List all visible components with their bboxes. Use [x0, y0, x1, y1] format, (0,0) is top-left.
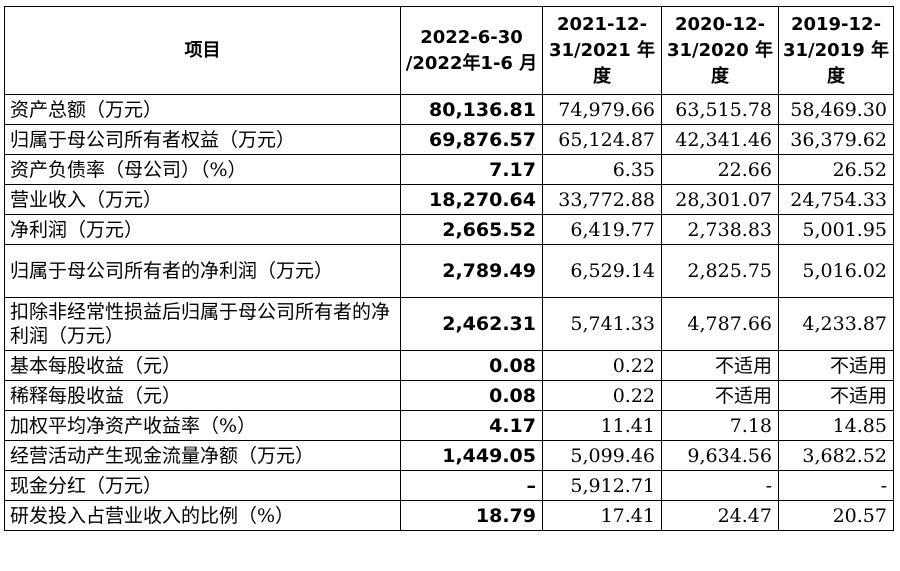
cell-2022h1: – [400, 470, 543, 501]
table-row: 研发投入占营业收入的比例（%） 18.79 17.41 24.47 20.57 [4, 500, 894, 531]
row-label: 资产负债率（母公司）（%） [4, 154, 401, 185]
cell-2020: 9,634.56 [661, 440, 779, 471]
cell-2021: 5,741.33 [542, 297, 662, 351]
cell-2021: 0.22 [542, 380, 662, 411]
row-label: 资产总额（万元） [4, 94, 401, 125]
cell-2020: - [661, 470, 779, 501]
header-item: 项目 [4, 6, 401, 95]
cell-2022h1: 0.08 [400, 380, 543, 411]
cell-2020: 63,515.78 [661, 94, 779, 125]
row-label: 经营活动产生现金流量净额（万元） [4, 440, 401, 471]
row-label: 稀释每股收益（元） [4, 380, 401, 411]
cell-2020: 28,301.07 [661, 184, 779, 215]
cell-2022h1: 7.17 [400, 154, 543, 185]
table-row: 稀释每股收益（元） 0.08 0.22 不适用 不适用 [4, 380, 894, 411]
cell-2019: 5,001.95 [778, 214, 894, 245]
cell-2019: 36,379.62 [778, 124, 894, 155]
cell-2020: 4,787.66 [661, 297, 779, 351]
cell-2021: 6,419.77 [542, 214, 662, 245]
table-row: 归属于母公司所有者权益（万元） 69,876.57 65,124.87 42,341.… [4, 124, 894, 155]
header-2021: 2021-12- 31/2021 年度 [542, 6, 662, 95]
cell-2020: 不适用 [661, 350, 779, 381]
cell-2022h1: 2,665.52 [400, 214, 543, 245]
header-2022h1: 2022-6-30 /2022年1-6 月 [400, 6, 543, 95]
cell-2021: 6.35 [542, 154, 662, 185]
table-row: 经营活动产生现金流量净额（万元） 1,449.05 5,099.46 9,634.56… [4, 440, 894, 471]
cell-2021: 65,124.87 [542, 124, 662, 155]
cell-2022h1: 2,789.49 [400, 244, 543, 298]
table-body: 资产总额（万元） 80,136.81 74,979.66 63,515.78 58,46… [4, 94, 894, 531]
cell-2019: 3,682.52 [778, 440, 894, 471]
cell-2021: 6,529.14 [542, 244, 662, 298]
cell-2019: 26.52 [778, 154, 894, 185]
cell-2019: 不适用 [778, 350, 894, 381]
cell-2020: 7.18 [661, 410, 779, 441]
row-label: 研发投入占营业收入的比例（%） [4, 500, 401, 531]
cell-2020: 24.47 [661, 500, 779, 531]
table-row: 资产总额（万元） 80,136.81 74,979.66 63,515.78 58,46… [4, 94, 894, 125]
cell-2019: 4,233.87 [778, 297, 894, 351]
cell-2022h1: 18,270.64 [400, 184, 543, 215]
header-2020: 2020-12- 31/2020 年度 [661, 6, 779, 95]
table-row: 营业收入（万元） 18,270.64 33,772.88 28,301.07 24,75… [4, 184, 894, 215]
cell-2019: 不适用 [778, 380, 894, 411]
row-label: 加权平均净资产收益率（%） [4, 410, 401, 441]
cell-2022h1: 80,136.81 [400, 94, 543, 125]
cell-2022h1: 4.17 [400, 410, 543, 441]
cell-2022h1: 2,462.31 [400, 297, 543, 351]
cell-2021: 33,772.88 [542, 184, 662, 215]
table-row: 扣除非经常性损益后归属于母公司所有者的净利润（万元） 2,462.31 5,741.… [4, 297, 894, 351]
row-label: 扣除非经常性损益后归属于母公司所有者的净利润（万元） [4, 297, 401, 351]
cell-2021: 17.41 [542, 500, 662, 531]
table-row: 现金分红（万元） –5,912.71- - [4, 470, 894, 501]
table-row: 归属于母公司所有者的净利润（万元） 2,789.49 6,529.14 2,825.7… [4, 244, 894, 298]
cell-2019: - [778, 470, 894, 501]
cell-2022h1: 69,876.57 [400, 124, 543, 155]
cell-2022h1: 0.08 [400, 350, 543, 381]
row-label: 基本每股收益（元） [4, 350, 401, 381]
table-row: 净利润（万元） 2,665.52 6,419.77 2,738.83 5,001.95 [4, 214, 894, 245]
cell-2020: 2,738.83 [661, 214, 779, 245]
header-2019: 2019-12- 31/2019 年度 [778, 6, 894, 95]
cell-2019: 58,469.30 [778, 94, 894, 125]
cell-2022h1: 1,449.05 [400, 440, 543, 471]
row-label: 现金分红（万元） [4, 470, 401, 501]
cell-2019: 14.85 [778, 410, 894, 441]
row-label: 净利润（万元） [4, 214, 401, 245]
cell-2019: 24,754.33 [778, 184, 894, 215]
cell-2021: 0.22 [542, 350, 662, 381]
cell-2021: 5,912.71 [542, 470, 662, 501]
header-row: 项目 2022-6-30 /2022年1-6 月 2021-12- 31/202… [4, 6, 894, 95]
cell-2020: 22.66 [661, 154, 779, 185]
cell-2022h1: 18.79 [400, 500, 543, 531]
cell-2020: 2,825.75 [661, 244, 779, 298]
financial-data-table: 项目 2022-6-30 /2022年1-6 月 2021-12- 31/202… [4, 6, 894, 531]
table-row: 加权平均净资产收益率（%） 4.17 11.41 7.18 14.85 [4, 410, 894, 441]
row-label: 归属于母公司所有者的净利润（万元） [4, 244, 401, 298]
cell-2021: 5,099.46 [542, 440, 662, 471]
cell-2021: 74,979.66 [542, 94, 662, 125]
cell-2019: 5,016.02 [778, 244, 894, 298]
row-label: 归属于母公司所有者权益（万元） [4, 124, 401, 155]
row-label: 营业收入（万元） [4, 184, 401, 215]
cell-2020: 42,341.46 [661, 124, 779, 155]
cell-2021: 11.41 [542, 410, 662, 441]
table-row: 资产负债率（母公司）（%） 7.17 6.35 22.66 26.52 [4, 154, 894, 185]
cell-2019: 20.57 [778, 500, 894, 531]
cell-2020: 不适用 [661, 380, 779, 411]
table-row: 基本每股收益（元） 0.08 0.22 不适用 不适用 [4, 350, 894, 381]
